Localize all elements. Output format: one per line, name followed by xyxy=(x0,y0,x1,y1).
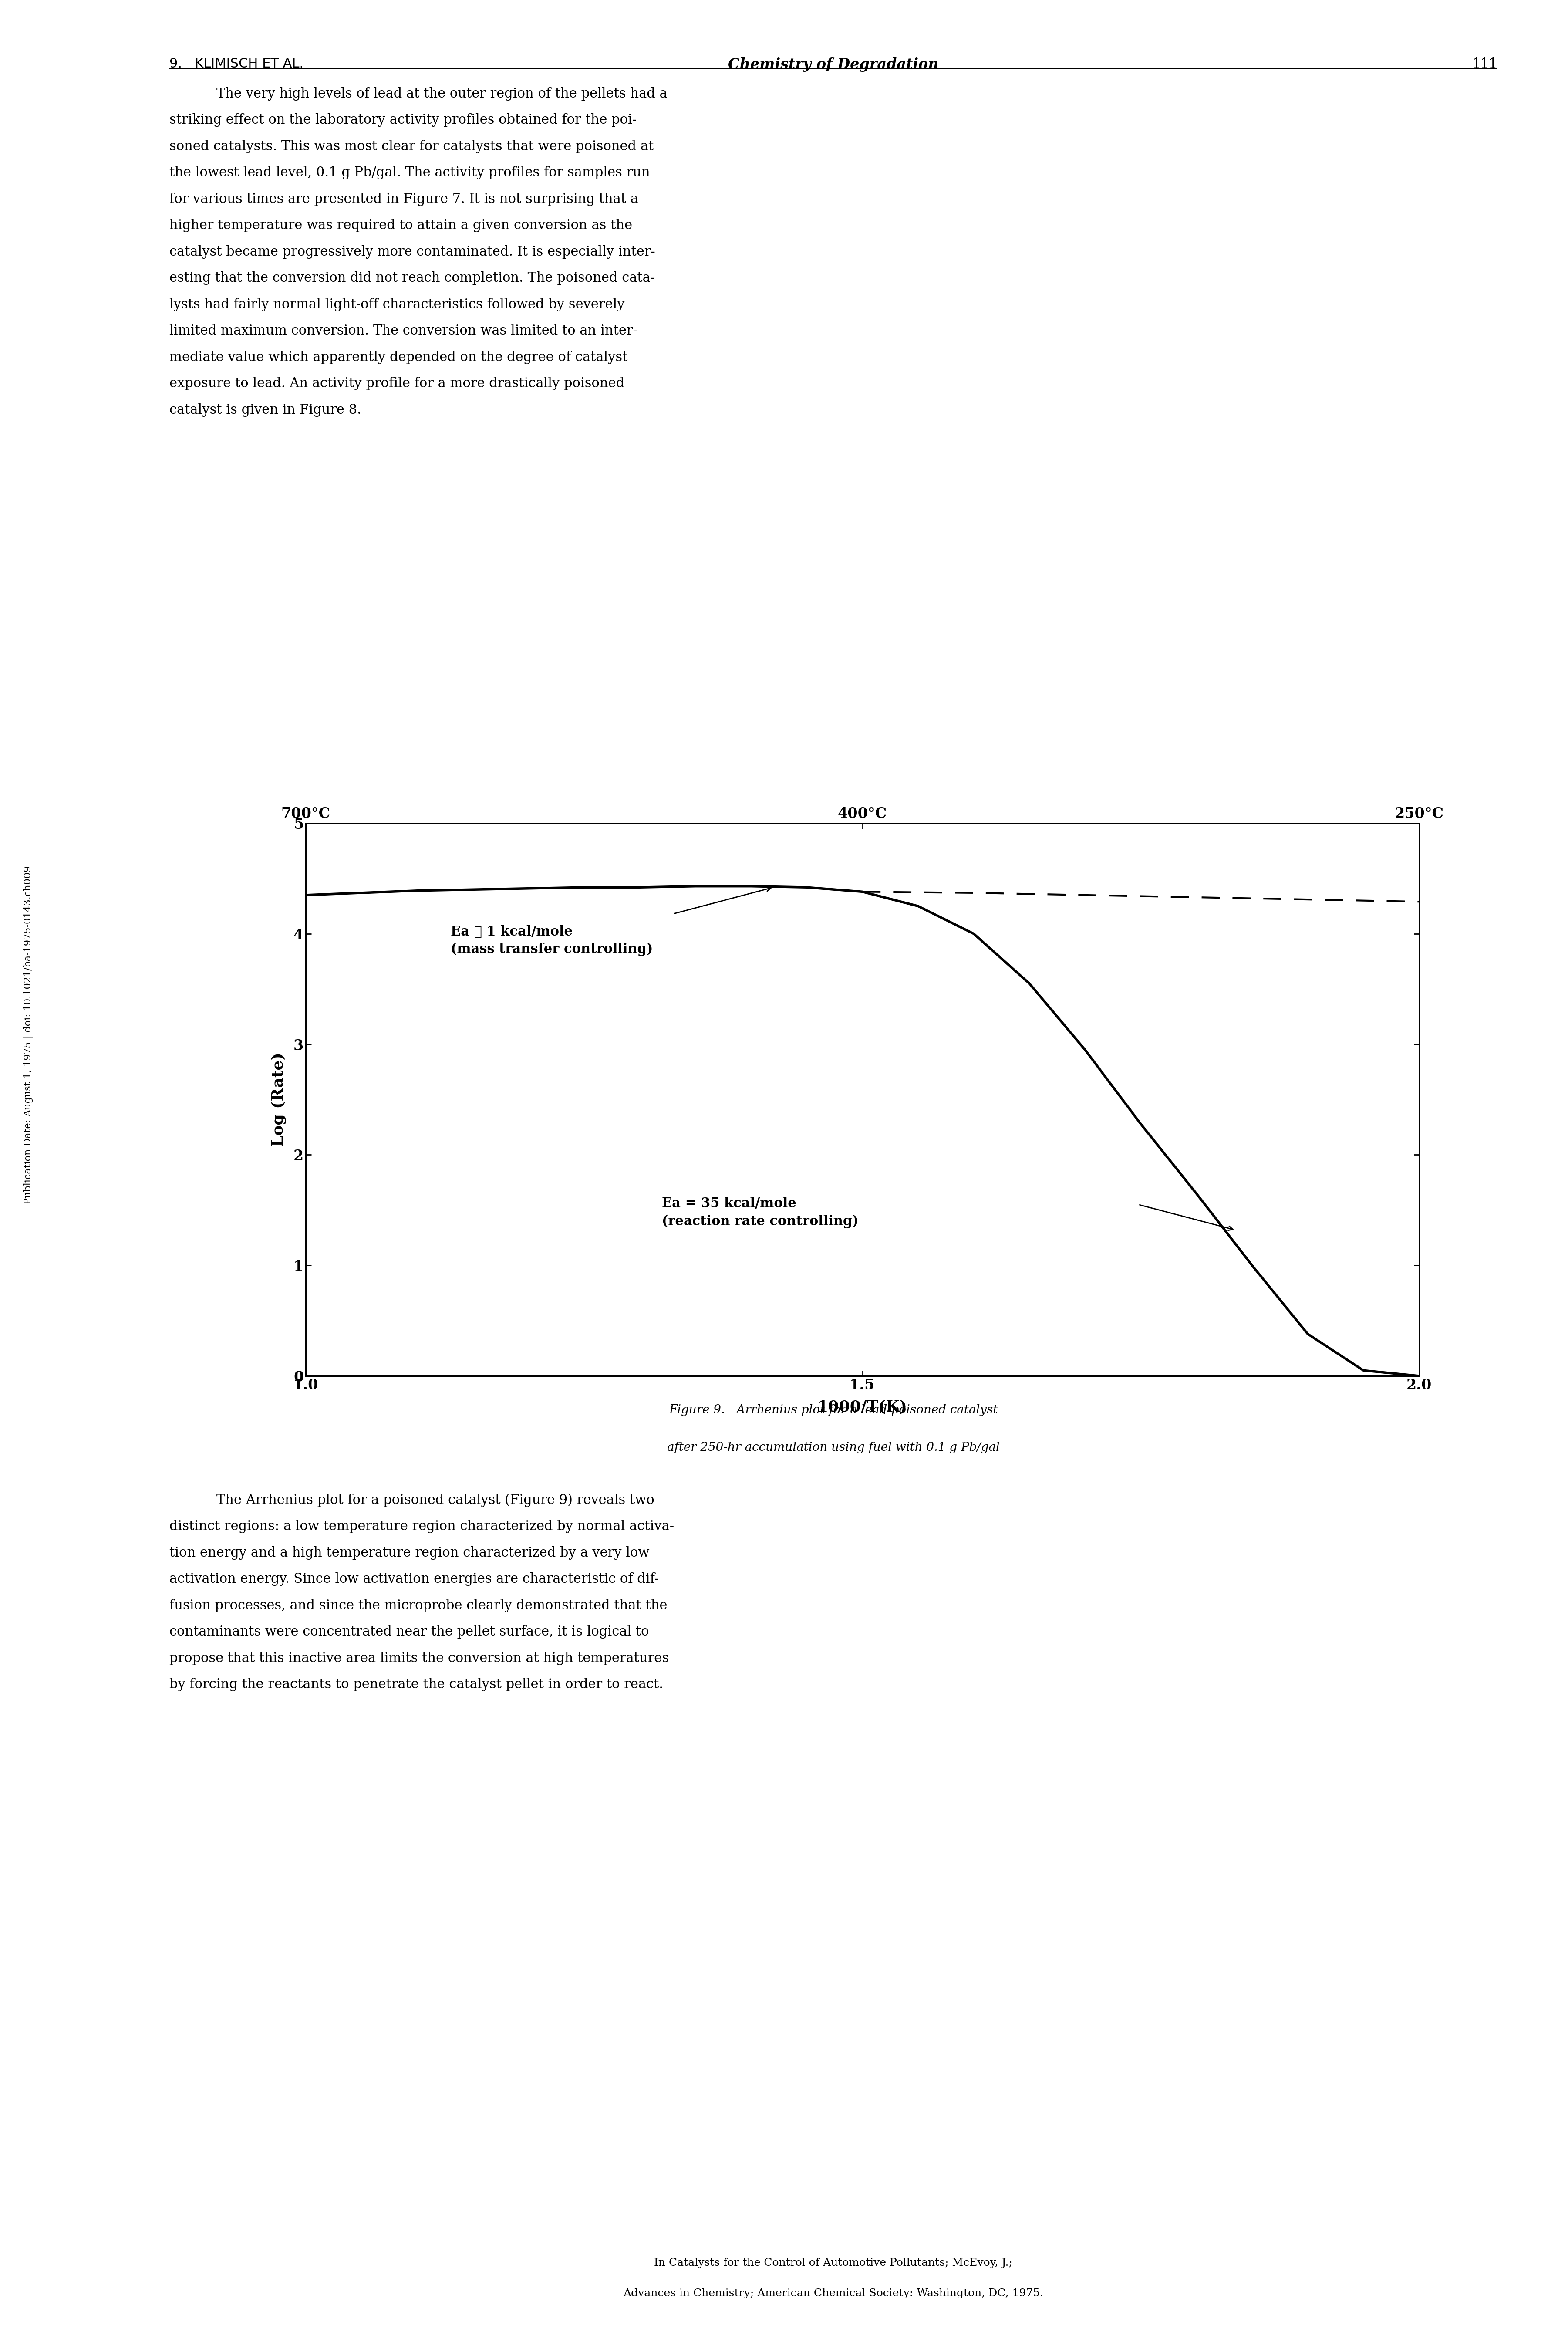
Text: tion energy and a high temperature region characterized by a very low: tion energy and a high temperature regio… xyxy=(169,1545,649,1559)
X-axis label: 1000/T(K): 1000/T(K) xyxy=(817,1399,908,1414)
Text: The very high levels of lead at the outer region of the pellets had a: The very high levels of lead at the oute… xyxy=(216,87,668,101)
Text: the lowest lead level, 0.1 g Pb/gal. The activity profiles for samples run: the lowest lead level, 0.1 g Pb/gal. The… xyxy=(169,167,651,179)
Text: lysts had fairly normal light-off characteristics followed by severely: lysts had fairly normal light-off charac… xyxy=(169,299,624,310)
Text: Publication Date: August 1, 1975 | doi: 10.1021/ba-1975-0143.ch009: Publication Date: August 1, 1975 | doi: … xyxy=(24,866,33,1204)
Text: propose that this inactive area limits the conversion at high temperatures: propose that this inactive area limits t… xyxy=(169,1651,670,1665)
Text: mediate value which apparently depended on the degree of catalyst: mediate value which apparently depended … xyxy=(169,350,627,365)
Text: after 250-hr accumulation using fuel with 0.1 g Pb/gal: after 250-hr accumulation using fuel wit… xyxy=(666,1442,1000,1454)
Text: 111: 111 xyxy=(1472,59,1497,71)
Text: higher temperature was required to attain a given conversion as the: higher temperature was required to attai… xyxy=(169,219,632,233)
Text: for various times are presented in Figure 7. It is not surprising that a: for various times are presented in Figur… xyxy=(169,193,638,207)
Text: Ea = 35 kcal/mole
(reaction rate controlling): Ea = 35 kcal/mole (reaction rate control… xyxy=(662,1197,859,1228)
Text: soned catalysts. This was most clear for catalysts that were poisoned at: soned catalysts. This was most clear for… xyxy=(169,139,654,153)
Text: The Arrhenius plot for a poisoned catalyst (Figure 9) reveals two: The Arrhenius plot for a poisoned cataly… xyxy=(216,1494,654,1508)
Text: contaminants were concentrated near the pellet surface, it is logical to: contaminants were concentrated near the … xyxy=(169,1625,649,1639)
Text: 9.   KLIMISCH ET AL.: 9. KLIMISCH ET AL. xyxy=(169,59,304,71)
Text: Ea ≅ 1 kcal/mole
(mass transfer controlling): Ea ≅ 1 kcal/mole (mass transfer controll… xyxy=(450,924,652,957)
Text: Advances in Chemistry; American Chemical Society: Washington, DC, 1975.: Advances in Chemistry; American Chemical… xyxy=(624,2288,1043,2298)
Text: striking effect on the laboratory activity profiles obtained for the poi-: striking effect on the laboratory activi… xyxy=(169,113,637,127)
Text: esting that the conversion did not reach completion. The poisoned cata-: esting that the conversion did not reach… xyxy=(169,270,655,285)
Text: fusion processes, and since the microprobe clearly demonstrated that the: fusion processes, and since the micropro… xyxy=(169,1599,668,1613)
Text: by forcing the reactants to penetrate the catalyst pellet in order to react.: by forcing the reactants to penetrate th… xyxy=(169,1677,663,1691)
Text: Figure 9.   Arrhenius plot for a lead-poisoned catalyst: Figure 9. Arrhenius plot for a lead-pois… xyxy=(670,1404,997,1416)
Text: distinct regions: a low temperature region characterized by normal activa-: distinct regions: a low temperature regi… xyxy=(169,1519,674,1534)
Text: In Catalysts for the Control of Automotive Pollutants; McEvoy, J.;: In Catalysts for the Control of Automoti… xyxy=(654,2258,1013,2267)
Y-axis label: Log (Rate): Log (Rate) xyxy=(271,1054,287,1145)
Text: activation energy. Since low activation energies are characteristic of dif-: activation energy. Since low activation … xyxy=(169,1573,659,1585)
Text: catalyst is given in Figure 8.: catalyst is given in Figure 8. xyxy=(169,402,361,416)
Text: limited maximum conversion. The conversion was limited to an inter-: limited maximum conversion. The conversi… xyxy=(169,325,637,339)
Text: exposure to lead. An activity profile for a more drastically poisoned: exposure to lead. An activity profile fo… xyxy=(169,376,624,390)
Text: Chemistry of Degradation: Chemistry of Degradation xyxy=(728,59,939,73)
Text: catalyst became progressively more contaminated. It is especially inter-: catalyst became progressively more conta… xyxy=(169,245,655,259)
